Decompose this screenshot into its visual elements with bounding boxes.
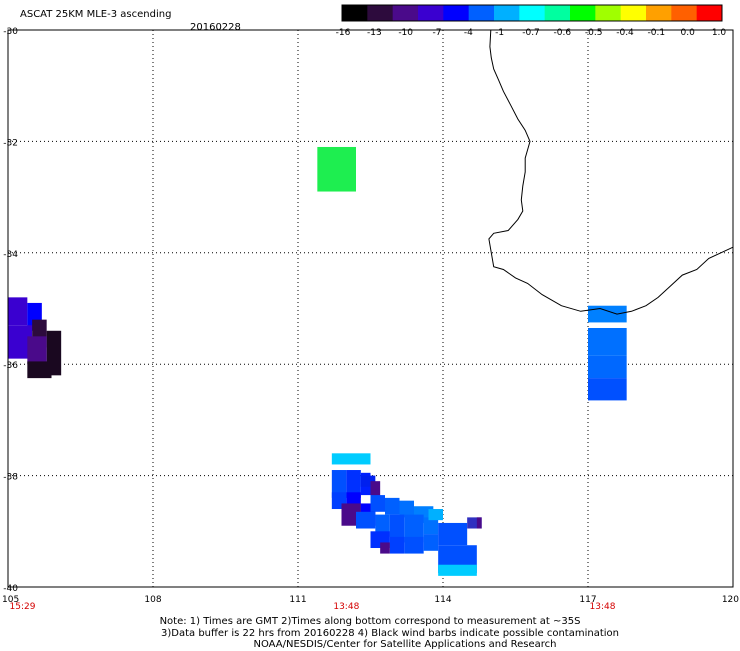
colorbar-swatch [342,5,368,21]
latitude-labels: -30 -32 -34 -36 -38 -40 [3,27,18,594]
wind-cell [27,336,47,365]
map-frame [7,29,734,588]
wind-cell [423,517,439,535]
colorbar-label: -0.7 [522,28,540,38]
colorbar-label: -0.6 [554,28,572,38]
colorbar-labels: -16 -13 -10 -7 -4 -1 -0.7 -0.6 -0.5 -0.4 -0.1 0.0 1.… [336,28,727,38]
lon-label: 108 [144,595,161,605]
lat-label: -38 [3,473,18,483]
wind-cell [389,514,405,543]
wind-cell [404,536,424,554]
lat-label: -30 [3,27,18,37]
colorbar-swatch [570,5,596,21]
colorbar-swatch [646,5,672,21]
colorbar-label: -10 [398,28,413,38]
wind-cell [423,534,439,551]
colorbar-swatch [418,5,444,21]
wind-cell [385,497,400,515]
product-date: 20160228 [190,22,241,33]
time-label: 13:48 [590,602,616,612]
wind-cell [588,327,627,356]
wind-cell [404,514,424,543]
time-label: 15:29 [10,602,36,612]
colorbar-swatch [392,5,419,21]
colorbar-swatch [620,5,647,21]
colorbar-label: -1 [495,28,504,38]
colorbar-swatch [443,5,470,21]
colorbar-label: -16 [336,28,351,38]
wind-cell [356,511,376,529]
australia-coastline [488,29,734,315]
lon-label: 105 [2,595,19,605]
colorbar-frame [341,4,723,22]
colorbar-label: 0.0 [681,28,696,38]
wind-cell [370,481,381,504]
wind-cell [399,500,414,518]
colorbar-label: -13 [367,28,382,38]
colorbar-label: -7 [433,28,442,38]
wind-cell [438,522,468,546]
wind-cell [8,297,28,326]
colorbar-swatch [468,5,495,21]
longitude-labels: 105 108 111 114 117 120 [2,595,739,605]
footer-note-2: 3)Data buffer is 22 hrs from 20160228 4)… [161,628,619,639]
colorbar-swatch [544,5,571,21]
colorbar [341,4,723,22]
lon-label: 120 [722,595,739,605]
time-label: 13:48 [333,602,359,612]
wind-cell [27,361,52,379]
wind-cell [317,146,356,192]
colorbar-swatch [494,5,520,21]
colorbar-swatch [367,5,394,21]
lon-label: 111 [289,595,306,605]
wind-cell [438,564,477,576]
wind-cell [346,470,361,498]
lat-label: -34 [3,250,18,260]
product-title: ASCAT 25KM MLE-3 ascending [20,9,171,20]
lon-label: 114 [434,595,451,605]
wind-cell [428,509,443,521]
colorbar-swatch [595,5,622,21]
colorbar-swatch [519,5,546,21]
footer-note-1: Note: 1) Times are GMT 2)Times along bot… [159,616,581,627]
wind-cell [380,542,390,554]
colorbar-label: -0.4 [616,28,634,38]
wind-cell [467,517,482,529]
footer-credit: NOAA/NESDIS/Center for Satellite Applica… [253,639,557,650]
wind-cell [588,378,627,401]
wind-cell [588,355,627,379]
lat-label: -36 [3,361,18,371]
colorbar-label: -4 [464,28,473,38]
colorbar-swatch [696,5,723,21]
wind-cell [331,453,371,465]
wind-cell [360,475,376,487]
wind-data-cells [8,146,627,576]
colorbar-label: -0.5 [585,28,603,38]
lat-label: -32 [3,138,18,148]
wind-cell [588,305,627,323]
wind-cell [389,536,405,554]
wind-cell [476,517,482,529]
colorbar-label: -0.1 [648,28,666,38]
time-labels: 15:29 13:48 13:48 [10,602,616,612]
lat-label: -40 [3,584,18,594]
colorbar-swatch [671,5,698,21]
wind-cell [370,495,385,512]
colorbar-label: 1.0 [712,28,727,38]
lon-label: 117 [579,595,596,605]
wind-cell [331,470,347,498]
